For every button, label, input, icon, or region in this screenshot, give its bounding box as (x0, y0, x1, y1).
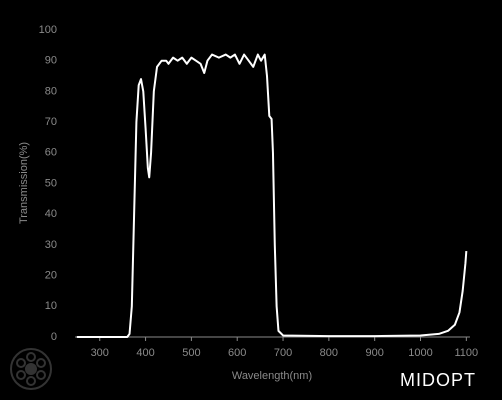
x-tick-label: 300 (91, 347, 109, 359)
y-axis-label: Transmission(%) (18, 142, 30, 224)
logo-icon (10, 348, 52, 390)
x-tick-label: 900 (366, 347, 384, 359)
x-tick-label: 400 (136, 347, 154, 359)
y-tick-label: 100 (39, 24, 57, 36)
x-tick-label: 600 (228, 347, 246, 359)
data-line (76, 53, 468, 338)
y-tick-label: 60 (45, 147, 57, 159)
y-tick-label: 70 (45, 116, 57, 128)
y-tick-label: 80 (45, 85, 57, 97)
brand-logo: MIDOPT (400, 370, 476, 390)
x-tick-label: 800 (320, 347, 338, 359)
x-tick-label: 700 (274, 347, 292, 359)
x-tick-label: 1100 (455, 347, 479, 359)
y-tick-label: 0 (51, 331, 57, 343)
y-tick-label: 30 (45, 239, 57, 251)
y-tick-label: 40 (45, 208, 57, 220)
x-tick-label: 1000 (408, 347, 432, 359)
x-axis-label: Wavelength(nm) (232, 370, 312, 382)
y-tick-label: 20 (45, 270, 57, 282)
y-tick-label: 50 (45, 177, 57, 189)
x-tick-label: 500 (182, 347, 200, 359)
y-tick-label: 10 (45, 300, 57, 312)
y-tick-label: 90 (45, 55, 57, 67)
